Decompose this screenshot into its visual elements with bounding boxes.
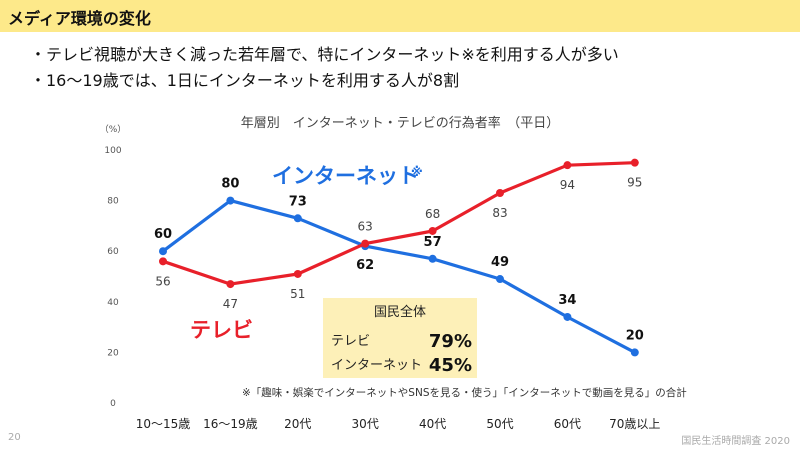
summary-label-tv: テレビ	[331, 334, 370, 349]
data-label: 51	[290, 287, 305, 301]
page-number: 20	[8, 432, 21, 443]
data-label: 20	[626, 328, 644, 343]
y-tick-label: 80	[107, 197, 119, 207]
data-label: 83	[492, 206, 507, 220]
x-tick-label: 40代	[419, 417, 446, 431]
bullet-point: ・16～19歳では、1日にインターネットを利用する人が8割	[30, 71, 460, 90]
bullet-point: ・テレビ視聴が大きく減った若年層で、特にインターネット※を利用する人が多い	[30, 45, 619, 64]
chart-title: 年層別 インターネット・テレビの行為者率 （平日）	[241, 115, 560, 131]
data-label: 62	[356, 258, 374, 273]
y-tick-label: 20	[107, 348, 119, 358]
data-point	[630, 348, 639, 357]
series-line	[162, 161, 635, 286]
y-axis: 0 20 40 60 80 100	[104, 146, 121, 409]
data-point	[563, 312, 572, 321]
header-bar	[0, 0, 800, 32]
data-point	[496, 275, 504, 284]
x-tick-label: 50代	[486, 417, 513, 431]
y-tick-label: 40	[107, 298, 119, 308]
data-point	[226, 196, 235, 205]
x-tick-label: 60代	[554, 417, 581, 431]
data-point	[293, 269, 302, 278]
data-point	[630, 158, 639, 167]
summary-label-internet: インターネット	[331, 358, 422, 373]
x-tick-label: 10～15歳	[136, 417, 191, 431]
data-point	[428, 254, 437, 263]
series-layer: 60 80 73 62 57 49 34 20 56 47 51 63 68 83 94 95	[154, 158, 644, 357]
data-point	[159, 247, 167, 256]
source-note: 国民生活時間調査 2020	[681, 436, 790, 447]
data-point	[159, 257, 167, 266]
data-label: 80	[221, 177, 239, 192]
series-label-internet-mark: ※	[411, 165, 423, 179]
summary-box	[323, 298, 477, 378]
summary-value-tv: 79%	[429, 331, 472, 352]
data-label: 94	[560, 178, 575, 192]
x-tick-label: 70歳以上	[609, 417, 660, 431]
data-label: 56	[155, 274, 170, 288]
x-tick-label: 20代	[284, 417, 311, 431]
y-tick-label: 0	[110, 399, 116, 409]
data-point	[496, 189, 504, 198]
data-point	[563, 161, 572, 170]
footnote: ※「趣味・娯楽でインターネットやSNSを見る・使う」「インターネットで動画を見る…	[242, 386, 687, 399]
y-tick-label: 100	[104, 146, 121, 156]
data-label: 57	[424, 235, 442, 250]
y-tick-label: 60	[107, 247, 119, 257]
summary-heading: 国民全体	[374, 304, 426, 320]
data-label: 95	[627, 176, 642, 190]
data-point	[226, 280, 235, 289]
data-label: 60	[154, 227, 172, 242]
data-label: 63	[358, 220, 373, 234]
data-point	[361, 239, 370, 248]
series-label-tv: テレビ	[190, 318, 253, 342]
data-label: 73	[289, 194, 307, 209]
series-line	[162, 199, 636, 354]
data-point	[428, 226, 437, 235]
x-tick-label: 16～19歳	[203, 417, 258, 431]
data-label: 34	[558, 293, 576, 308]
x-tick-label: 30代	[352, 417, 379, 431]
summary-value-internet: 45%	[429, 355, 472, 376]
data-label: 49	[491, 255, 509, 270]
series-label-internet: インターネット	[272, 164, 419, 188]
data-label: 68	[425, 207, 440, 221]
y-axis-unit: （%）	[100, 124, 127, 135]
x-axis: 10～15歳 16～19歳 20代 30代 40代 50代 60代 70歳以上	[136, 417, 661, 431]
page-title: メディア環境の変化	[8, 9, 151, 28]
data-label: 47	[223, 297, 238, 311]
data-point	[293, 214, 302, 223]
